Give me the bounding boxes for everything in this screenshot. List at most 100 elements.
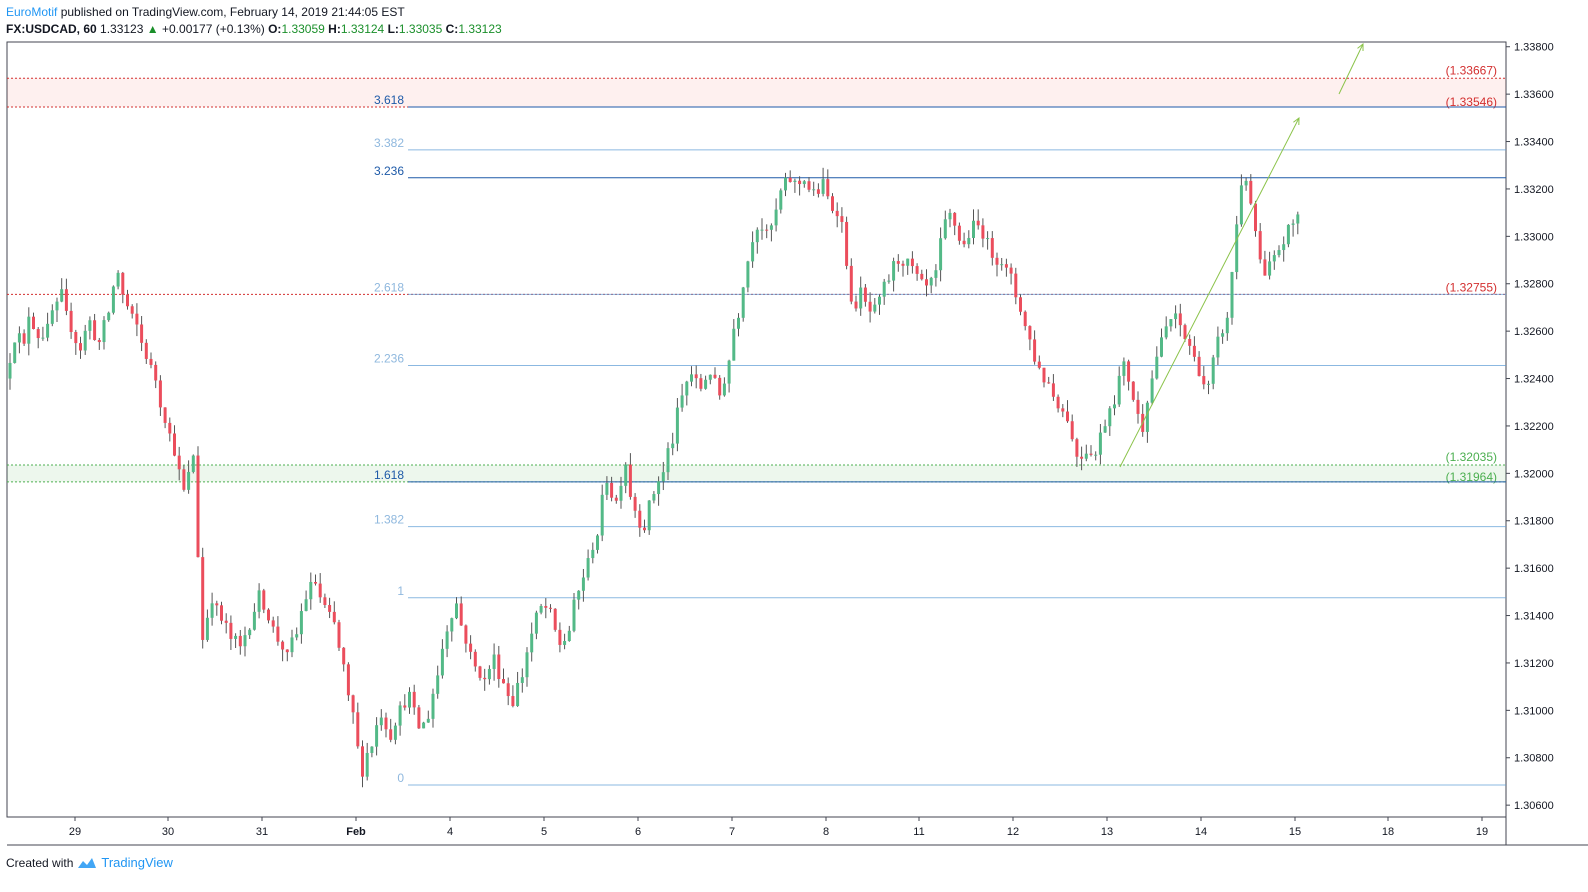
fib-level-label: 2.618	[374, 280, 404, 294]
candle-up	[652, 494, 656, 501]
candle-up	[516, 682, 520, 707]
candle-up	[290, 637, 294, 653]
candle-down	[32, 316, 35, 330]
candle-down	[1033, 339, 1037, 362]
candle-down	[957, 225, 961, 241]
candle-up	[1169, 319, 1173, 327]
candle-up	[802, 181, 806, 185]
candle-up	[304, 599, 308, 612]
candle-up	[1291, 223, 1295, 225]
candle-down	[816, 189, 820, 194]
y-tick-label: 1.32200	[1514, 421, 1554, 433]
candle-down	[854, 301, 858, 309]
candle-up	[967, 237, 971, 245]
candle-up	[873, 304, 877, 312]
author-link[interactable]: EuroMotif	[6, 5, 58, 19]
candle-down	[506, 683, 510, 697]
candle-down	[915, 266, 919, 274]
candle-up	[257, 590, 261, 612]
candle-up	[666, 448, 670, 473]
candle-up	[27, 316, 31, 344]
candle-up	[55, 301, 59, 311]
resistance-zone-label: (1.33667)	[1446, 63, 1497, 77]
candle-down	[798, 180, 802, 185]
candle-up	[41, 337, 45, 339]
fib-level-label: 2.236	[374, 352, 404, 366]
candle-down	[826, 179, 830, 197]
projection-arrow	[1338, 43, 1364, 95]
candle-down	[502, 679, 505, 684]
candle-up	[746, 261, 750, 288]
y-tick-label: 1.33000	[1514, 231, 1554, 243]
candle-down	[328, 605, 332, 612]
candle-up	[779, 190, 783, 210]
candle-up	[661, 472, 665, 482]
candle-down	[1249, 180, 1253, 204]
candle-up	[422, 722, 426, 729]
candle-down	[1263, 259, 1267, 276]
candle-up	[624, 464, 628, 486]
x-tick-label: 8	[823, 826, 829, 838]
support-zone	[7, 465, 1506, 482]
candle-down	[699, 378, 703, 389]
y-tick-label: 1.32400	[1514, 374, 1554, 386]
candle-down	[694, 374, 698, 379]
fib-level-label: 1.382	[374, 513, 404, 527]
candle-down	[403, 705, 407, 708]
candle-down	[1042, 367, 1046, 383]
candle-up	[1230, 272, 1234, 318]
fib-level-label: 1.618	[374, 468, 404, 482]
candle-up	[1084, 453, 1088, 459]
y-tick-label: 1.31200	[1514, 658, 1554, 670]
candle-down	[1188, 338, 1192, 346]
candle-up	[732, 328, 736, 361]
tradingview-brand[interactable]: TradingView	[101, 855, 173, 870]
candle-up	[1000, 264, 1004, 266]
candle-down	[1183, 325, 1187, 339]
candle-down	[177, 455, 181, 470]
x-tick-label: 13	[1101, 826, 1113, 838]
fib-level-label: 3.236	[374, 164, 404, 178]
candle-down	[1066, 411, 1069, 422]
candle-down	[1089, 453, 1093, 455]
candle-up	[487, 668, 491, 680]
candle-up	[647, 500, 651, 531]
candle-up	[17, 333, 21, 343]
candle-down	[1009, 267, 1013, 274]
candle-up	[567, 630, 571, 642]
candle-up	[591, 549, 595, 559]
tradingview-logo-icon	[78, 857, 97, 868]
candle-down	[36, 329, 40, 339]
close-value: 1.33123	[458, 22, 502, 36]
x-tick-label: 18	[1382, 826, 1394, 838]
candle-up	[431, 693, 435, 719]
candle-up	[972, 220, 975, 238]
candle-up	[769, 225, 773, 230]
candle-down	[332, 611, 336, 623]
candle-down	[610, 482, 614, 498]
candle-up	[708, 374, 712, 380]
y-tick-label: 1.32800	[1514, 279, 1554, 291]
x-tick-label: 5	[541, 826, 547, 838]
created-with-label: Created with	[6, 855, 74, 870]
candle-up	[737, 317, 740, 329]
candle-up	[1098, 432, 1102, 455]
candle-down	[154, 364, 158, 381]
x-tick-label: 31	[256, 826, 268, 838]
candle-down	[1136, 399, 1140, 414]
candle-up	[882, 281, 886, 297]
candle-down	[238, 635, 242, 647]
candle-up	[741, 287, 745, 318]
candle-up	[187, 471, 191, 490]
candle-down	[69, 310, 73, 333]
trend-arrow	[1119, 117, 1300, 468]
candle-up	[398, 705, 402, 726]
candle-down	[464, 625, 468, 644]
candle-up	[408, 691, 411, 708]
candle-down	[126, 294, 129, 307]
candle-up	[760, 229, 764, 231]
candle-down	[1192, 345, 1196, 357]
candle-down	[1019, 297, 1022, 312]
candle-up	[680, 395, 684, 408]
